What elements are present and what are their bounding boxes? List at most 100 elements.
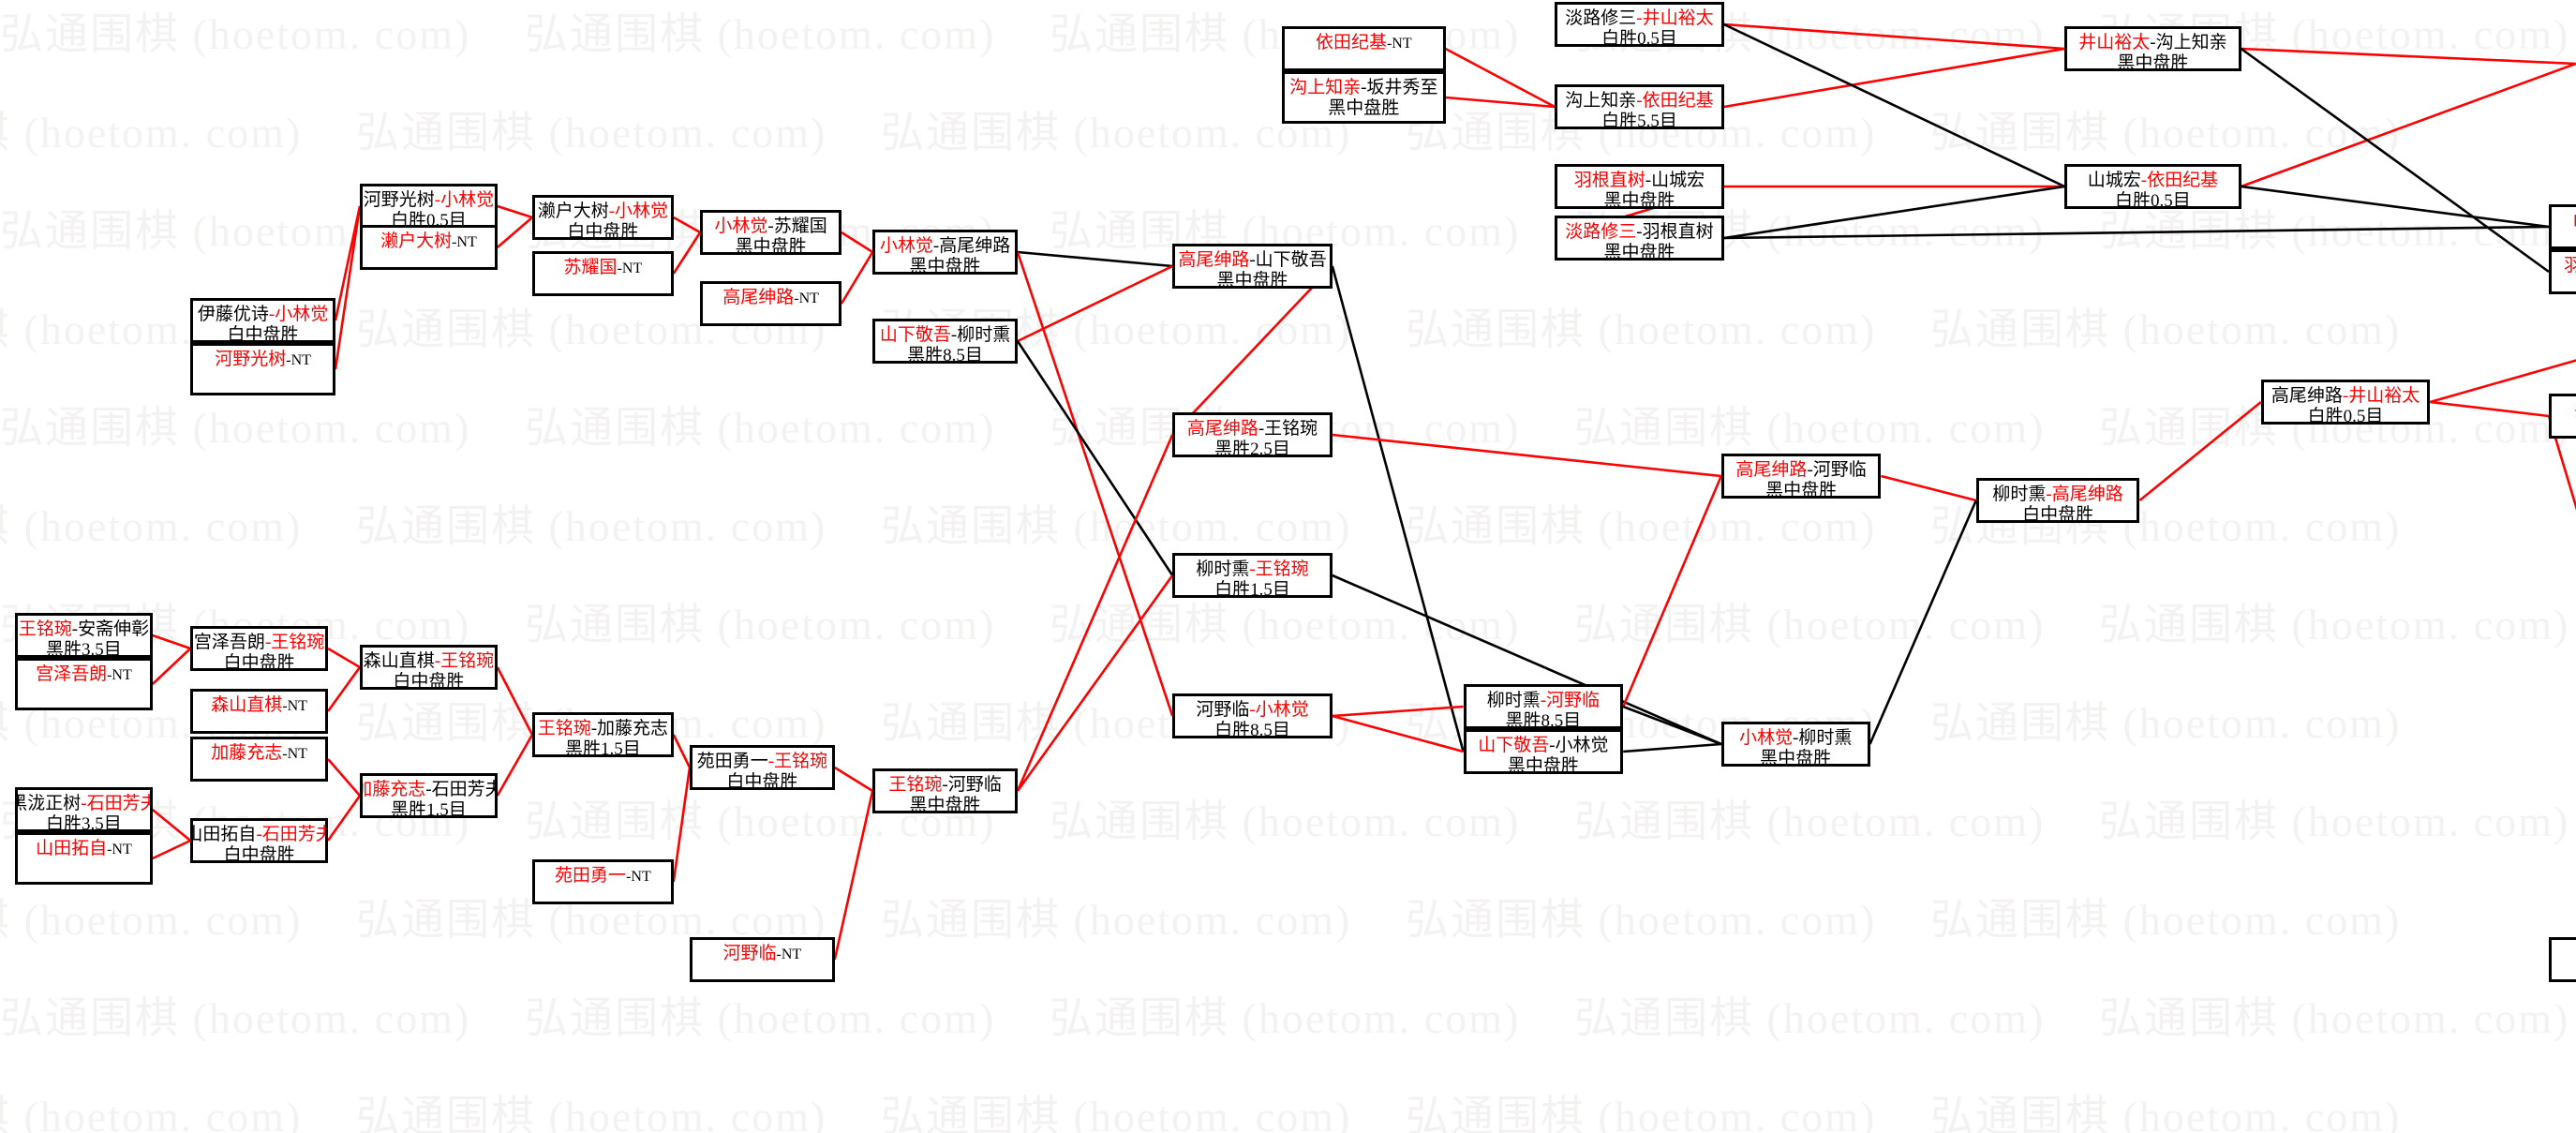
player-loser: -王铭琬 (1258, 419, 1318, 439)
player-winner: 河野光树 (215, 350, 287, 369)
player-winner: -王铭琬 (1249, 559, 1309, 579)
match-box[interactable]: 井山裕太-沟上知亲 黑中盘胜 (2064, 26, 2241, 71)
match-result: 黑中盘胜 (735, 237, 807, 255)
player-winner: 王铭琬 (537, 719, 591, 738)
match-players: 濑户大树-小林觉 (538, 201, 668, 222)
match-result: 白中盘胜 (227, 325, 299, 343)
player-loser: 淡路修三 (1565, 8, 1637, 28)
match-result: 白胜1.5目 (1214, 580, 1290, 598)
match-result: 黑胜1.5目 (391, 800, 467, 818)
match-box[interactable]: 高尾绅路-河野临 黑中盘胜 (1720, 454, 1882, 499)
match-box[interactable]: 高尾绅路-王铭琬 黑胜2.5目 (1172, 412, 1333, 457)
match-box[interactable]: 宫泽吾朗-王铭琬 白中盘胜 (190, 626, 328, 671)
match-result: 白中盘胜 (567, 222, 639, 240)
match-box[interactable]: 伊藤优诗-小林觉 白中盘胜 (190, 298, 335, 343)
player-winner: 宫泽吾朗 (36, 664, 108, 684)
match-players: 沟上知亲-坂井秀至 (1289, 78, 1437, 98)
match-box[interactable]: 濑户大树-NT (360, 225, 498, 270)
match-box[interactable]: 河野临-小林觉 白胜8.5目 (1172, 693, 1333, 738)
match-players: 加藤充志-石田芳夫 (363, 780, 498, 800)
match-players: 高尾绅路-河野临 (1735, 460, 1866, 481)
match-result: 白中盘胜 (223, 845, 295, 863)
match-players: 山田拓自-NT (36, 839, 132, 859)
match-box[interactable]: 小林觉-苏耀国 黑中盘胜 (700, 210, 841, 255)
player-loser: -NT (626, 869, 651, 885)
match-box[interactable]: 高尾绅路-山下敬吾 黑中盘胜 (1172, 244, 1333, 289)
player-winner: 王铭琬 (888, 775, 943, 795)
match-box[interactable]: 柳时熏-高尾绅路 白中盘胜 (1975, 478, 2140, 523)
match-box[interactable]: 王铭琬-河野临 黑中盘胜 (872, 768, 1018, 813)
match-players: 沟上知亲-依田纪基 (1565, 91, 1713, 112)
player-winner: 山城宏 (2573, 211, 2576, 231)
match-players: 淡路修三-羽根直树 (1565, 222, 1713, 243)
match-box[interactable]: 王铭琬-加藤充志 黑胜1.5目 (532, 712, 674, 757)
player-loser: -加藤充志 (590, 719, 669, 738)
player-winner: 淡路修三 (1565, 222, 1637, 242)
player-winner: 山下敬吾 (1478, 736, 1550, 755)
match-players: 宫泽吾朗-NT (36, 664, 132, 685)
match-box[interactable]: 濑户大树-小林觉 白中盘胜 (532, 195, 674, 240)
match-box[interactable]: 山城宏-依田纪基 白胜0.5目 (2064, 164, 2241, 209)
match-box[interactable]: 山城宏-淡路修三黑胜4.5目 (2549, 204, 2576, 249)
match-box[interactable]: 苑田勇一-NT (532, 859, 674, 904)
match-box[interactable]: 山田拓自-石田芳夫 白中盘胜 (190, 818, 328, 863)
match-box[interactable]: 森山直棋-NT (190, 689, 328, 734)
player-winner: -井山裕太 (1636, 8, 1714, 28)
player-winner: 山下敬吾 (879, 325, 951, 345)
match-players: 井山裕太-张栩 (2574, 400, 2576, 421)
match-box[interactable]: 森山直棋-王铭琬 白中盘胜 (360, 645, 498, 690)
match-box[interactable]: 沟上知亲-坂井秀至 黑中盘胜 (1282, 71, 1446, 124)
match-box[interactable]: 加藤充志-石田芳夫 黑胜1.5目 (360, 773, 498, 818)
match-box[interactable]: 小林觉-高尾绅路 黑中盘胜 (872, 230, 1018, 275)
player-winner: -河野临 (1540, 691, 1601, 710)
match-result: 白胜8.5目 (1214, 721, 1290, 738)
match-box[interactable]: 柳时熏-河野临 黑胜8.5目 (1463, 684, 1624, 729)
match-result: 黑中盘胜 (1603, 243, 1675, 261)
match-players: 山田拓自-石田芳夫 (193, 825, 325, 845)
match-box[interactable]: 羽根直树-山城宏 黑中盘胜 (1555, 164, 1724, 209)
match-box[interactable]: 山田拓自-NT (15, 832, 153, 885)
player-winner: -王铭琬 (264, 633, 325, 652)
match-box[interactable]: 加藤充志-NT (190, 737, 328, 782)
match-box[interactable]: 山下敬吾-小林觉 黑中盘胜 (1463, 729, 1624, 774)
player-loser: -山下敬吾 (1249, 250, 1327, 270)
match-box[interactable]: 黑泷正树-石田芳夫 白胜3.5目 (15, 787, 153, 832)
match-box[interactable]: 依田纪基-NT (1282, 26, 1446, 71)
match-box[interactable]: 河野临-NT (690, 937, 835, 982)
match-box[interactable]: 王铭琬-安斋伸彰 黑胜3.5目 (15, 613, 153, 658)
match-box[interactable]: 河野光树-小林觉 白胜0.5目 (360, 184, 498, 229)
match-box[interactable]: 张栩-NT (2549, 937, 2576, 982)
player-winner: 高尾绅路 (1186, 419, 1258, 439)
match-box[interactable]: 小林觉-柳时熏 黑中盘胜 (1720, 722, 1870, 767)
match-box[interactable]: 沟上知亲-依田纪基 白胜5.5目 (1555, 84, 1724, 129)
match-box[interactable]: 苏耀国-NT (532, 251, 674, 296)
match-box[interactable]: 苑田勇一-王铭琬 白中盘胜 (690, 745, 835, 790)
match-players: 濑户大树-NT (380, 231, 477, 252)
player-winner: 山田拓自 (36, 839, 108, 858)
match-box[interactable]: 山下敬吾-柳时熏 黑胜8.5目 (872, 319, 1018, 364)
match-box[interactable]: 井山裕太-张栩黑中盘胜 (2549, 394, 2576, 439)
match-players: 苑田勇一-王铭琬 (697, 752, 827, 772)
player-winner: 高尾绅路 (1178, 250, 1250, 270)
player-loser: 沟上知亲 (1565, 91, 1637, 111)
match-box[interactable]: 河野光树-NT (190, 343, 335, 395)
player-loser: 河野临 (1196, 700, 1250, 720)
player-loser: -坂井秀至 (1361, 78, 1438, 97)
match-box[interactable]: 淡路修三-井山裕太 白胜0.5目 (1555, 2, 1724, 47)
match-box[interactable]: 高尾绅路-井山裕太 白胜0.5目 (2260, 380, 2431, 425)
match-box[interactable]: 柳时熏-王铭琬 白胜1.5目 (1172, 553, 1333, 598)
player-winner: -高尾绅路 (2046, 485, 2123, 504)
player-winner: -小林觉 (434, 190, 495, 210)
match-result: 白胜0.5目 (1601, 29, 1677, 47)
match-players: 河野临-NT (723, 944, 802, 964)
match-box[interactable]: 淡路修三-羽根直树 黑中盘胜 (1555, 216, 1724, 261)
match-box[interactable]: 高尾绅路-NT (700, 281, 841, 326)
player-loser: -NT (282, 746, 307, 762)
player-loser: -石田芳夫 (425, 780, 498, 799)
player-loser: 河野光树 (363, 190, 435, 210)
match-box[interactable]: 宫泽吾朗-NT (15, 658, 153, 710)
player-loser: -NT (107, 842, 132, 857)
player-loser: 柳时熏 (1486, 691, 1541, 710)
match-result: 黑中盘胜 (2117, 53, 2189, 71)
